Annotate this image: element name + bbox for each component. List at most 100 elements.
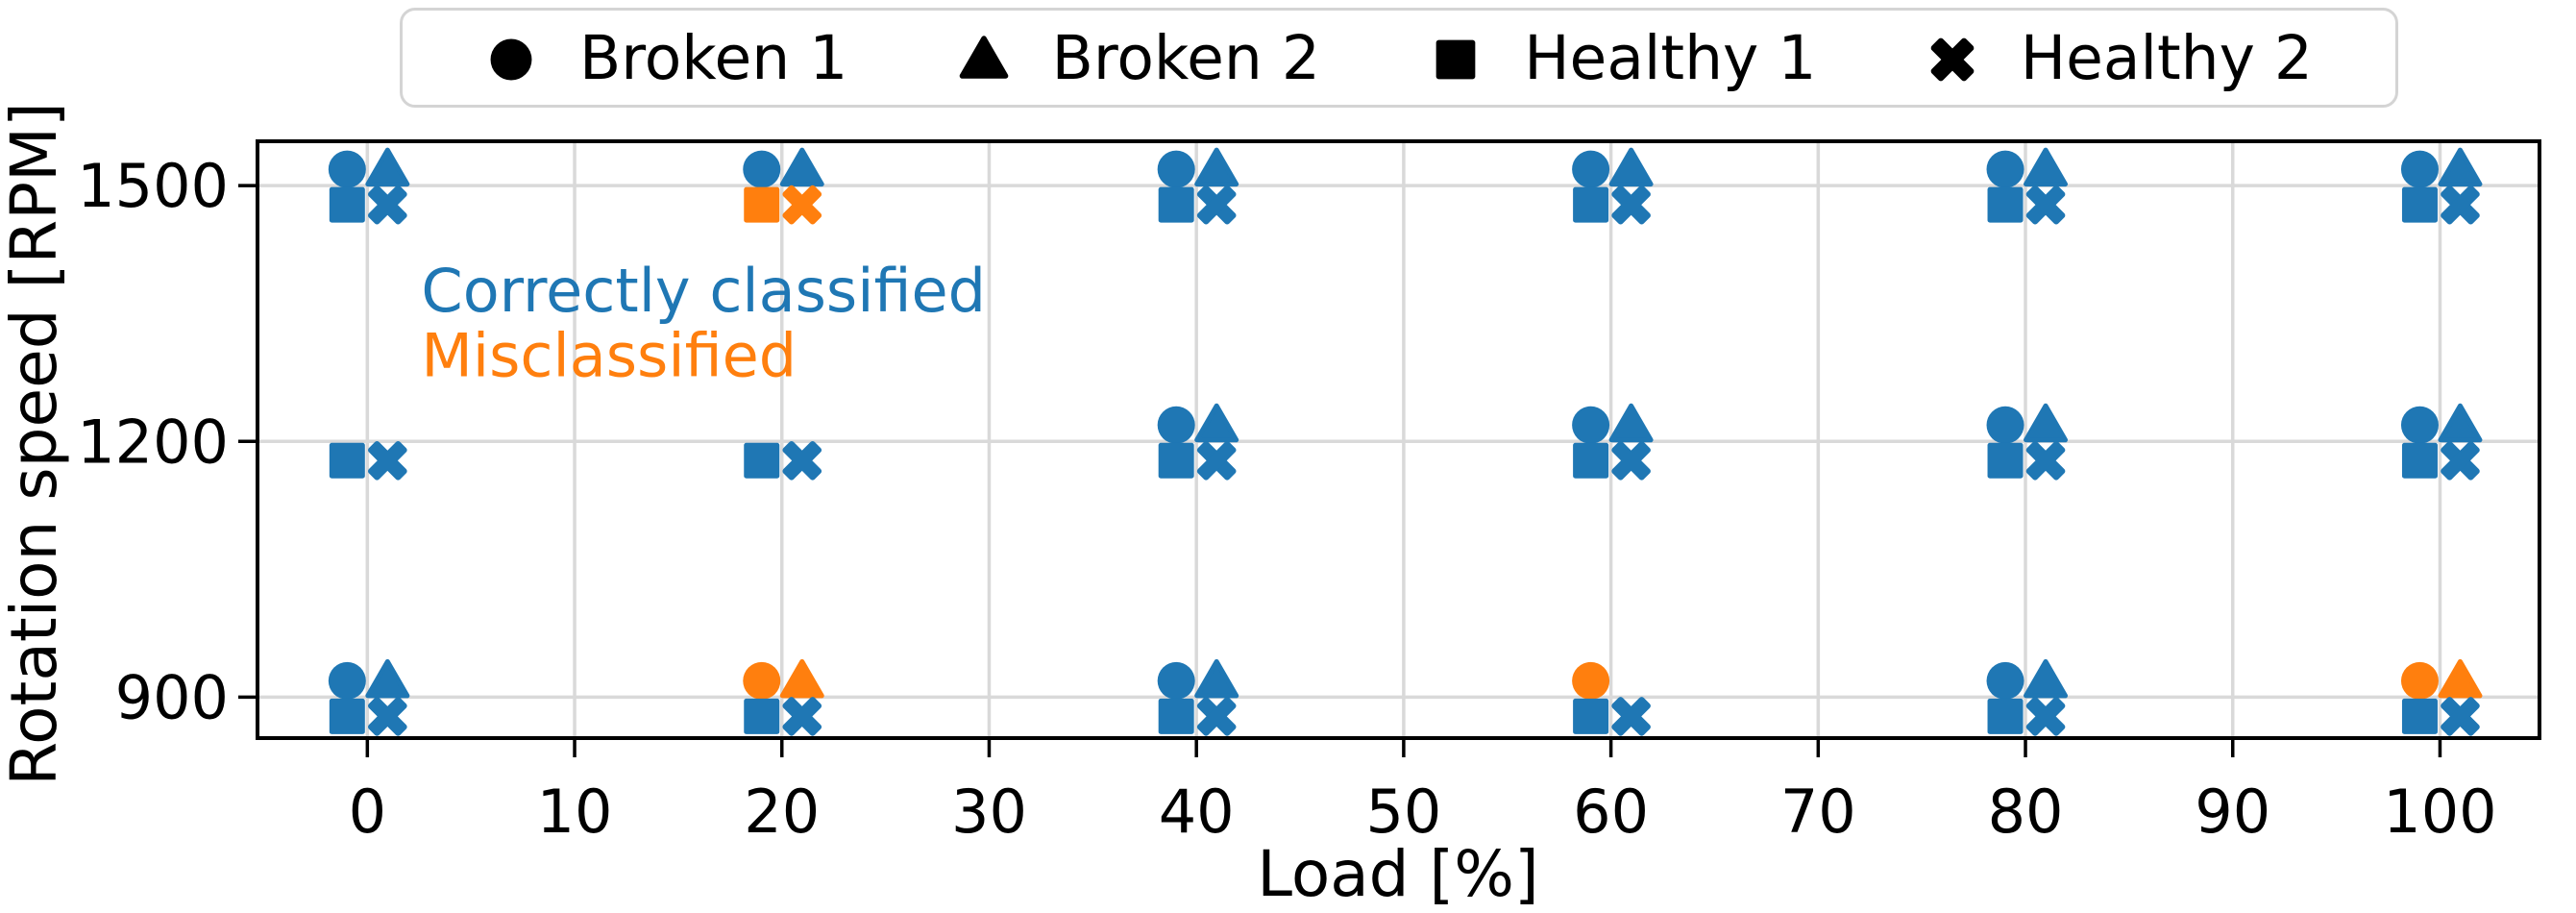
x-tick-label: 0	[349, 777, 386, 847]
marker-broken-2-correct	[2024, 147, 2069, 187]
marker-healthy-2-misclassified	[782, 185, 822, 225]
x-tick-label: 40	[1159, 777, 1235, 847]
marker-broken-2-correct	[1194, 147, 1239, 187]
marker-healthy-2-correct	[368, 440, 407, 481]
marker-broken-1-misclassified	[2400, 661, 2439, 700]
x-tick-label: 30	[951, 777, 1027, 847]
marker-healthy-2-correct	[2025, 185, 2066, 225]
circle-glyph	[490, 38, 532, 81]
x-tick-label: 100	[2383, 777, 2496, 847]
marker-broken-1-correct	[2400, 406, 2439, 444]
marker-healthy-2-correct	[2441, 697, 2480, 736]
x-axis-title: Load [%]	[1257, 837, 1539, 911]
marker-healthy-2-correct	[1611, 440, 1651, 481]
marker-healthy-2-correct	[782, 440, 822, 481]
legend-item-healthy-2: Healthy 2	[1926, 23, 2313, 93]
marker-healthy-1-correct	[2401, 698, 2438, 734]
legend-item-broken-1: Broken 1	[485, 23, 847, 93]
marker-healthy-2-correct	[1196, 440, 1237, 481]
x-tick-label: 60	[1573, 777, 1649, 847]
marker-broken-2-correct	[2024, 658, 2069, 699]
y-tick-label: 1500	[77, 151, 229, 221]
marker-healthy-1-correct	[1158, 698, 1194, 734]
legend-x-marker	[1930, 37, 1975, 82]
square-glyph	[1435, 39, 1476, 80]
circle-icon	[485, 32, 537, 84]
marker-healthy-1-correct	[1158, 442, 1194, 479]
y-axis-title: Rotation speed [RPM]	[0, 102, 71, 785]
legend: Broken 1 Broken 2 Healthy 1 Healthy 2	[400, 8, 2398, 108]
marker-healthy-1-correct	[1573, 186, 1609, 223]
x-tick-label: 70	[1780, 777, 1856, 847]
marker-broken-1-correct	[1986, 406, 2024, 444]
marker-broken-1-misclassified	[743, 661, 781, 700]
marker-healthy-1-correct	[1573, 698, 1609, 734]
marker-healthy-2-correct	[368, 697, 407, 736]
marker-healthy-2-correct	[2441, 185, 2480, 225]
marker-healthy-2-correct	[368, 185, 407, 225]
marker-broken-1-correct	[1157, 406, 1195, 444]
marker-broken-1-correct	[1572, 150, 1610, 188]
marker-broken-1-correct	[1572, 406, 1610, 444]
marker-healthy-2-correct	[2025, 440, 2066, 481]
marker-healthy-1-correct	[329, 698, 365, 734]
triangle-icon	[958, 32, 1010, 84]
marker-broken-1-correct	[328, 150, 366, 188]
marker-broken-1-correct	[1157, 150, 1195, 188]
spine-layer	[256, 139, 2541, 740]
marker-broken-2-correct	[2438, 147, 2483, 187]
marker-healthy-2-correct	[1196, 697, 1237, 736]
grid-layer	[258, 141, 2539, 738]
marker-broken-1-correct	[1986, 661, 2024, 700]
marker-broken-2-correct	[1194, 658, 1239, 699]
legend-label-broken-2: Broken 2	[1051, 22, 1320, 93]
marker-broken-2-correct	[1608, 403, 1654, 443]
marker-healthy-1-correct	[2401, 442, 2438, 479]
marker-healthy-2-correct	[1196, 185, 1237, 225]
marker-healthy-1-correct	[329, 442, 365, 479]
legend-circle-marker	[490, 38, 532, 81]
marker-healthy-1-correct	[1987, 186, 2024, 223]
annotation-correct: Correctly classified	[421, 256, 986, 326]
marker-healthy-1-correct	[1987, 442, 2024, 479]
marker-broken-1-correct	[1986, 150, 2024, 188]
x-tick-label: 50	[1365, 777, 1441, 847]
marker-healthy-1-correct	[744, 442, 780, 479]
marker-healthy-1-correct	[744, 698, 780, 734]
x-tick-label: 80	[1988, 777, 2064, 847]
x-tick-label: 10	[537, 777, 613, 847]
y-tick-label: 900	[115, 662, 229, 732]
marker-broken-2-misclassified	[2438, 658, 2483, 699]
triangle-glyph	[959, 36, 1008, 79]
marker-healthy-1-misclassified	[744, 186, 780, 223]
marker-healthy-1-correct	[2401, 186, 2438, 223]
marker-healthy-2-correct	[2441, 440, 2480, 481]
marker-broken-2-correct	[365, 147, 410, 187]
tick-layer: 0 10 20 30 40 50 60 70 80 90 100 900 1200 1500	[77, 151, 2496, 847]
marker-broken-2-correct	[2438, 403, 2483, 443]
marker-healthy-1-correct	[1987, 698, 2024, 734]
marker-healthy-1-correct	[1158, 186, 1194, 223]
legend-item-broken-2: Broken 2	[958, 23, 1320, 93]
legend-label-healthy-1: Healthy 1	[1524, 22, 1817, 93]
marker-healthy-2-correct	[1611, 185, 1651, 225]
marker-broken-2-correct	[2024, 403, 2069, 443]
marker-broken-1-correct	[1157, 661, 1195, 700]
x-tick-label: 20	[744, 777, 820, 847]
marker-broken-2-correct	[365, 658, 410, 699]
marker-broken-2-correct	[1608, 147, 1654, 187]
marker-broken-1-correct	[328, 661, 366, 700]
x-glyph	[1930, 37, 1975, 82]
x-icon	[1926, 32, 1978, 84]
marker-broken-2-misclassified	[779, 658, 824, 699]
plot-spines	[256, 139, 2541, 740]
marker-healthy-2-correct	[2025, 697, 2066, 736]
y-tick-label: 1200	[77, 407, 229, 477]
marker-broken-1-misclassified	[1572, 661, 1610, 700]
marker-layer	[328, 147, 2483, 736]
marker-broken-1-correct	[743, 150, 781, 188]
marker-healthy-1-correct	[1573, 442, 1609, 479]
